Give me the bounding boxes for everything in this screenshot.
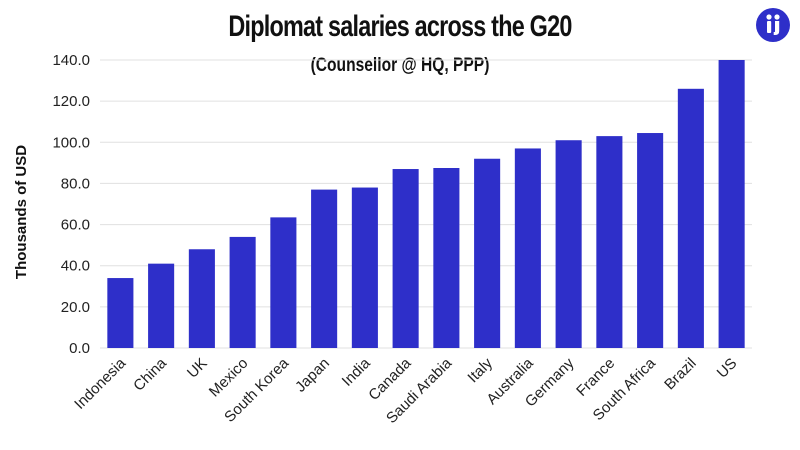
info-person-logo-icon: [756, 8, 790, 42]
x-tick-label: US: [714, 355, 741, 382]
bar-uk: [188, 249, 215, 348]
bar-india: [351, 187, 378, 348]
y-tick-label: 40.0: [61, 258, 90, 275]
x-tick-label: Italy: [464, 354, 496, 386]
y-tick-label: 20.0: [61, 299, 90, 316]
x-tick-label: India: [339, 354, 374, 389]
bar-australia: [514, 148, 541, 348]
y-tick-label: 80.0: [61, 175, 90, 192]
y-tick-label: 120.0: [52, 93, 90, 110]
x-tick-label: China: [130, 354, 170, 394]
bar-brazil: [677, 88, 704, 349]
bar-france: [596, 136, 623, 348]
y-tick-label: 140.0: [52, 52, 90, 69]
bar-germany: [555, 140, 582, 348]
bar-south-korea: [270, 217, 297, 348]
bars: [107, 60, 745, 349]
y-tick-label: 60.0: [61, 217, 90, 234]
bar-mexico: [229, 236, 256, 348]
bar-canada: [392, 169, 419, 348]
chart-title: Diplomat salaries across the G20: [228, 10, 572, 43]
x-tick-label: Brazil: [661, 355, 700, 394]
y-axis-ticks: 0.0 20.0 40.0 60.0 80.0 100.0 120.0 140.0: [52, 52, 90, 357]
bar-saudi-arabia: [433, 168, 460, 348]
x-tick-label: Indonesia: [71, 354, 129, 412]
bar-japan: [311, 189, 338, 348]
bar-indonesia: [107, 278, 134, 348]
bar-china: [148, 263, 175, 348]
bar-south-africa: [637, 133, 664, 348]
y-tick-label: 100.0: [52, 134, 90, 151]
x-tick-label: Japan: [292, 355, 333, 396]
x-tick-label: UK: [184, 355, 211, 382]
bar-italy: [474, 158, 501, 348]
y-tick-label: 0.0: [69, 340, 90, 357]
bar-us: [718, 60, 745, 348]
y-axis-label: Thousands of USD: [13, 145, 30, 279]
